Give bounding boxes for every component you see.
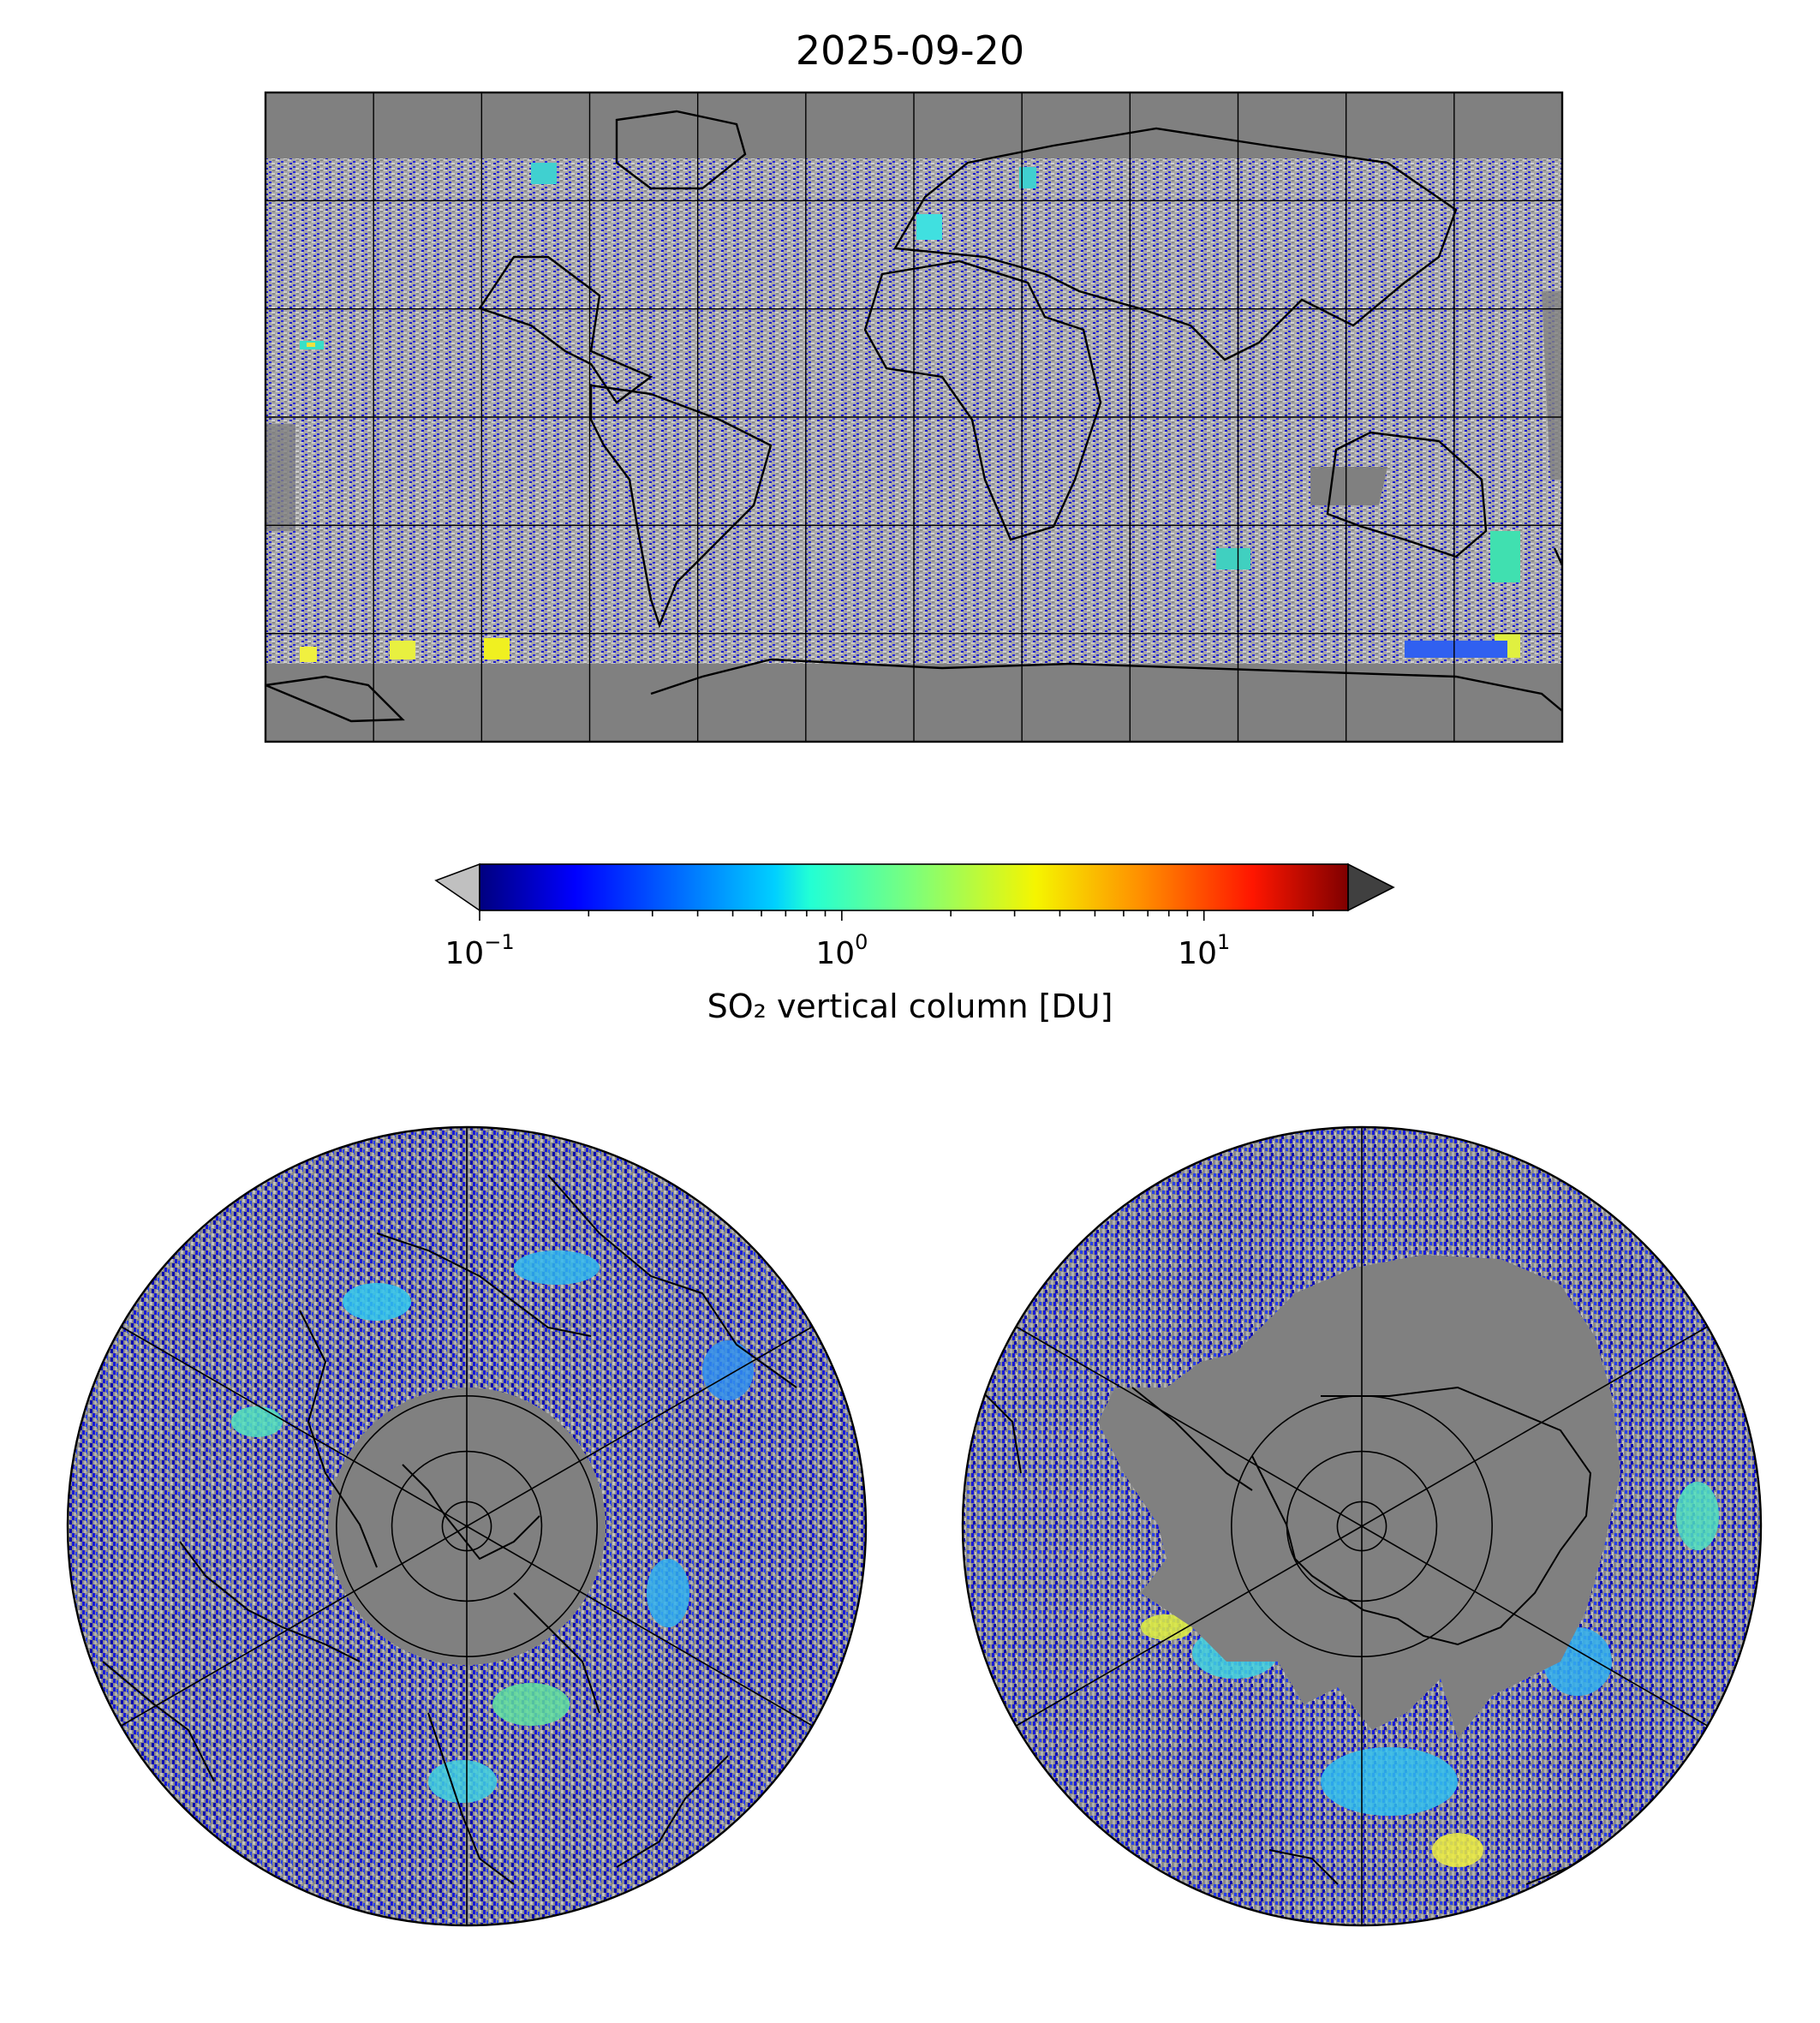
south-meridian [1361, 1326, 1708, 1527]
colorbar-ticks [479, 910, 1314, 921]
north-meridian [466, 1525, 813, 1727]
colorbar-tick-label: 100 [815, 930, 868, 971]
colorbar [434, 862, 1395, 921]
antarctica-no-data [1098, 1255, 1620, 1739]
global-swath-gap [1310, 467, 1387, 505]
north-gridlines [121, 1127, 813, 1925]
north-so2-hotspots [231, 1250, 754, 1803]
north-meridian [121, 1525, 468, 1727]
colorbar-gradient [480, 864, 1348, 910]
north-meridian [466, 1326, 813, 1527]
global-so2-hotspots [300, 163, 1520, 662]
north-map-frame [66, 1125, 868, 1927]
global-swath-gap [266, 424, 295, 531]
south-meridian [1361, 1525, 1708, 1727]
figure-title: 2025-09-20 [795, 27, 1025, 74]
south-polar-map [961, 1125, 1763, 1927]
colorbar-over-extend [1347, 862, 1395, 912]
south-gridlines [1016, 1127, 1708, 1925]
south-meridian [1016, 1525, 1363, 1727]
south-meridian [1016, 1326, 1363, 1527]
colorbar-label: SO₂ vertical column [DU] [707, 988, 1113, 1025]
north-coastlines [102, 1174, 797, 1885]
north-meridian [121, 1326, 468, 1527]
global-swath-gap [1542, 291, 1562, 480]
colorbar-tick-label: 10−1 [445, 930, 515, 971]
global-map [264, 91, 1564, 743]
global-coastlines [266, 110, 1562, 723]
north-polar-map [66, 1125, 868, 1927]
global-map-frame [264, 91, 1564, 743]
colorbar-frame [479, 863, 1349, 911]
south-map-frame [961, 1125, 1763, 1927]
colorbar-tick-label: 101 [1178, 930, 1231, 971]
colorbar-under-extend [434, 862, 480, 912]
